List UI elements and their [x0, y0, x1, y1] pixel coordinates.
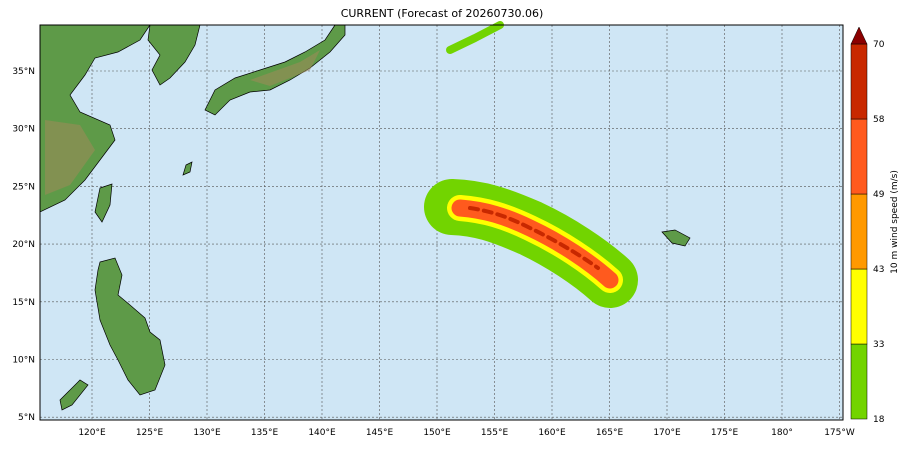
colorbar: 18 33 43 49 58 70	[850, 26, 885, 425]
lon-label: 125°E	[136, 428, 164, 438]
colorbar-tick-label: 70	[873, 40, 885, 50]
lon-label: 140°E	[308, 428, 336, 438]
colorbar-segment	[850, 343, 868, 420]
colorbar-segment	[850, 193, 868, 270]
lon-label: 175°W	[824, 428, 855, 438]
lat-label: 10°N	[12, 356, 35, 366]
colorbar-tick-label: 49	[873, 190, 885, 200]
colorbar-tick-label: 43	[873, 265, 884, 275]
colorbar-label: 10 m wind speed (m/s)	[890, 170, 900, 274]
lat-label: 30°N	[12, 125, 35, 135]
lat-label: 35°N	[12, 67, 35, 77]
colorbar-segment	[850, 118, 868, 195]
lon-label: 160°E	[538, 428, 566, 438]
lat-label: 5°N	[18, 413, 35, 423]
lon-label: 120°E	[78, 428, 106, 438]
lon-label: 165°E	[596, 428, 624, 438]
colorbar-tick-label: 58	[873, 115, 885, 125]
land	[39, 24, 691, 411]
colorbar-segment	[850, 43, 868, 120]
colorbar-tick-label: 18	[873, 415, 885, 425]
lon-label: 155°E	[481, 428, 509, 438]
lon-label: 150°E	[423, 428, 451, 438]
wind-field	[424, 21, 638, 308]
title: CURRENT (Forecast of 20260730.06)	[341, 7, 544, 20]
colorbar-segment	[850, 268, 868, 345]
lon-label: 175°E	[711, 428, 739, 438]
lon-label: 180°	[771, 428, 793, 438]
colorbar-extend	[850, 26, 868, 45]
lon-label: 130°E	[193, 428, 221, 438]
lat-label: 15°N	[12, 298, 35, 308]
lon-label: 135°E	[251, 428, 279, 438]
colorbar-tick-label: 33	[873, 340, 884, 350]
lat-label: 25°N	[12, 182, 35, 192]
lon-label: 170°E	[653, 428, 681, 438]
map-frame	[39, 24, 844, 421]
lon-label: 145°E	[366, 428, 394, 438]
lat-label: 20°N	[12, 240, 35, 250]
